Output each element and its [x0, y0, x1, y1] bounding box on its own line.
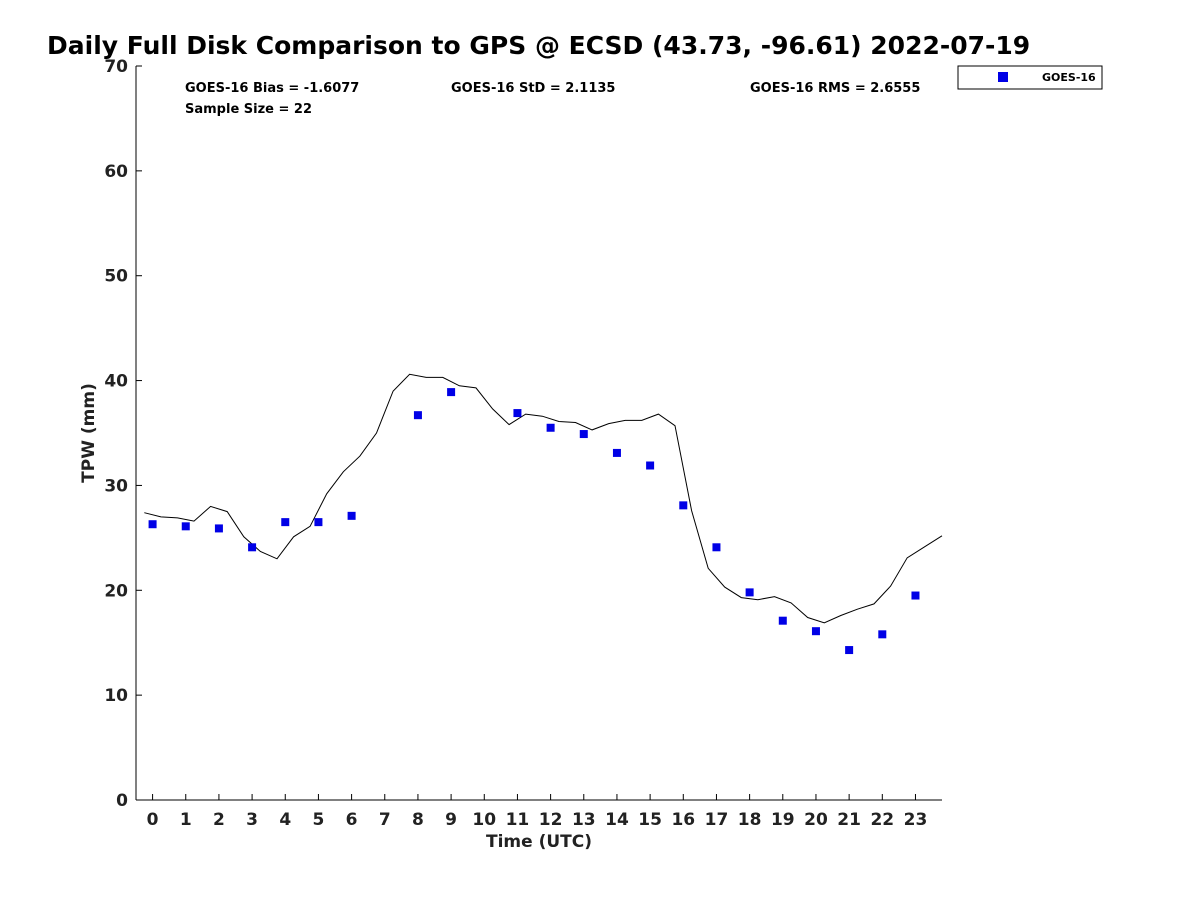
legend-box — [957, 65, 1103, 90]
goes16-data-point — [579, 430, 588, 439]
x-tick-label: 5 — [313, 810, 325, 830]
goes16-data-point — [513, 409, 522, 418]
sample-size-stat: Sample Size = 22 — [185, 102, 312, 117]
x-tick-label: 18 — [738, 810, 762, 830]
goes16-data-point — [447, 388, 456, 397]
plot-area — [135, 66, 942, 801]
x-axis-label: Time (UTC) — [486, 832, 592, 852]
goes16-data-point — [413, 411, 422, 420]
x-tick-label: 23 — [904, 810, 928, 830]
y-axis-ticks: 0 10 20 30 40 50 60 70 — [104, 57, 142, 811]
x-tick-label: 20 — [804, 810, 828, 830]
legend: GOES-16 — [957, 65, 1103, 90]
goes16-data-point — [314, 518, 323, 527]
goes16-data-point — [811, 627, 820, 636]
goes16-data-point — [181, 522, 190, 531]
goes16-data-point — [214, 524, 223, 533]
y-tick-label: 10 — [104, 686, 128, 706]
x-tick-label: 4 — [279, 810, 291, 830]
legend-marker-goes16 — [998, 72, 1008, 82]
chart-title: Daily Full Disk Comparison to GPS @ ECSD… — [47, 31, 1030, 60]
x-tick-label: 2 — [213, 810, 225, 830]
x-tick-label: 0 — [147, 810, 159, 830]
x-tick-label: 13 — [572, 810, 596, 830]
x-tick-label: 3 — [246, 810, 258, 830]
x-tick-label: 8 — [412, 810, 424, 830]
goes16-data-point — [646, 461, 655, 470]
goes16-data-point — [248, 543, 257, 552]
y-tick-label: 20 — [104, 581, 128, 601]
y-axis-label: TPW (mm) — [79, 383, 99, 483]
x-tick-label: 12 — [539, 810, 563, 830]
x-tick-label: 1 — [180, 810, 192, 830]
std-stat: GOES-16 StD = 2.1135 — [451, 81, 615, 96]
x-tick-label: 11 — [506, 810, 530, 830]
legend-label-goes16: GOES-16 — [1042, 71, 1096, 84]
bias-stat: GOES-16 Bias = -1.6077 — [185, 81, 359, 96]
goes16-data-point — [778, 616, 787, 625]
y-tick-label: 0 — [116, 791, 128, 811]
goes16-data-point — [712, 543, 721, 552]
goes16-data-point — [148, 520, 157, 529]
goes16-data-point — [612, 448, 621, 457]
x-tick-label: 6 — [346, 810, 358, 830]
goes16-data-point — [745, 588, 754, 597]
x-tick-label: 7 — [379, 810, 391, 830]
goes16-data-point — [911, 591, 920, 600]
x-tick-label: 16 — [671, 810, 695, 830]
gps-tpw-line — [144, 373, 943, 624]
x-tick-label: 14 — [605, 810, 629, 830]
x-tick-label: 9 — [445, 810, 457, 830]
y-tick-label: 60 — [104, 162, 128, 182]
x-tick-label: 21 — [837, 810, 861, 830]
x-tick-label: 17 — [705, 810, 729, 830]
goes16-data-point — [347, 511, 356, 520]
x-tick-label: 10 — [472, 810, 496, 830]
goes16-data-point — [878, 630, 887, 639]
y-tick-label: 70 — [104, 57, 128, 77]
x-tick-label: 15 — [638, 810, 662, 830]
x-axis-ticks: 0 1 2 3 4 5 6 7 8 9 10 11 12 13 14 15 16 17 18 19 20 21 22 23 — [147, 794, 928, 830]
x-tick-label: 22 — [870, 810, 894, 830]
goes16-data-point — [546, 423, 555, 432]
y-tick-label: 50 — [104, 267, 128, 287]
y-tick-label: 40 — [104, 372, 128, 392]
goes16-data-point — [679, 501, 688, 510]
goes16-data-point — [845, 646, 854, 655]
x-tick-label: 19 — [771, 810, 795, 830]
series-layer — [144, 373, 943, 655]
y-tick-label: 30 — [104, 476, 128, 496]
goes16-data-point — [281, 518, 290, 527]
rms-stat: GOES-16 RMS = 2.6555 — [750, 81, 920, 96]
